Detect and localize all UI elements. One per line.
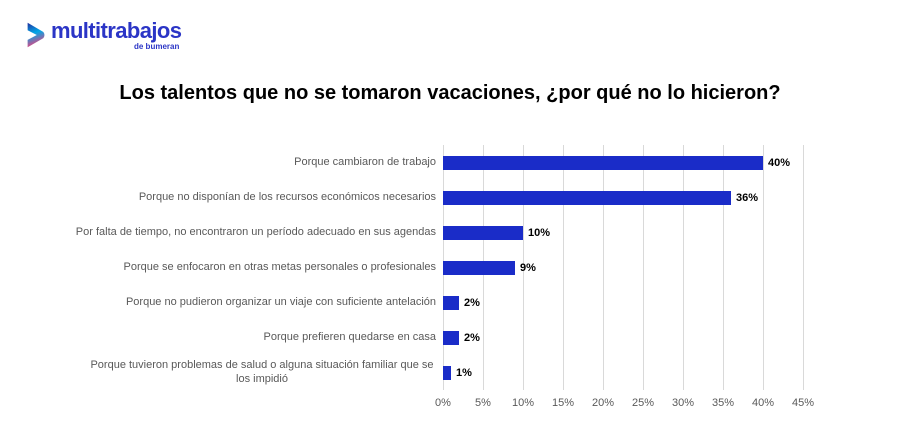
x-tick-label: 40% [751, 397, 775, 409]
category-label: Porque se enfocaron en otras metas perso… [123, 260, 436, 273]
chevron-arrow-icon [27, 22, 45, 48]
x-tick-label: 0% [435, 397, 451, 409]
x-axis: 0% 5% 10% 15% 20% 25% 30% 35% 40% 45% [435, 397, 814, 413]
gridline [763, 145, 764, 390]
bar [443, 365, 451, 380]
bar-track: 40% [443, 155, 791, 170]
value-label: 1% [456, 366, 472, 379]
bar [443, 295, 459, 310]
x-tick-label: 20% [591, 397, 615, 409]
bar-row: Porque no pudieron organizar un viaje co… [0, 285, 900, 320]
bar-track: 2% [443, 295, 480, 310]
value-label: 2% [464, 331, 480, 344]
bar [443, 190, 731, 205]
bar [443, 225, 523, 240]
category-label: Porque no disponían de los recursos econ… [138, 190, 436, 203]
gridline [523, 145, 524, 390]
bar-row: Porque no disponían de los recursos econ… [0, 180, 900, 215]
x-tick-label: 35% [711, 397, 735, 409]
value-label: 2% [464, 296, 480, 309]
bar-row: Porque se enfocaron en otras metas perso… [0, 250, 900, 285]
value-label: 10% [528, 226, 551, 239]
brand-name: multitrabajos [51, 18, 182, 43]
category-label: Porque tuvieron problemas de salud o alg… [90, 358, 434, 385]
bar-row: Por falta de tiempo, no encontraron un p… [0, 215, 900, 250]
gridline [563, 145, 564, 390]
gridline [723, 145, 724, 390]
x-tick-label: 25% [631, 397, 655, 409]
bar [443, 155, 763, 170]
bar-row: Porque prefieren quedarse en casa 2% [0, 320, 900, 355]
value-label: 40% [768, 156, 791, 169]
bar-track: 2% [443, 330, 480, 345]
x-tick-label: 45% [791, 397, 815, 409]
category-label: Porque prefieren quedarse en casa [263, 330, 436, 343]
gridline [683, 145, 684, 390]
x-tick-label: 10% [511, 397, 535, 409]
category-label: Porque cambiaron de trabajo [294, 155, 436, 168]
gridline [603, 145, 604, 390]
chart-title: Los talentos que no se tomaron vacacione… [119, 82, 781, 104]
category-label: Por falta de tiempo, no encontraron un p… [75, 225, 436, 238]
category-label: Porque no pudieron organizar un viaje co… [125, 295, 436, 308]
logo: multitrabajos de bumeran [25, 18, 182, 51]
bar [443, 260, 515, 275]
gridline [643, 145, 644, 390]
gridline [803, 145, 804, 390]
bar-row: Porque cambiaron de trabajo 40% [0, 145, 900, 180]
bar-track: 36% [443, 190, 759, 205]
brand-subtitle: de bumeran [134, 42, 180, 51]
bar-track: 9% [443, 260, 536, 275]
value-label: 9% [520, 261, 536, 274]
bar-rows: Porque cambiaron de trabajo 40% Porque no … [0, 145, 900, 390]
bar-track: 1% [443, 365, 472, 380]
value-label: 36% [736, 191, 759, 204]
x-tick-label: 15% [551, 397, 575, 409]
bar-track: 10% [443, 225, 551, 240]
bar-chart: Porque cambiaron de trabajo 40% Porque no … [0, 145, 900, 415]
x-tick-label: 5% [475, 397, 491, 409]
bar [443, 330, 459, 345]
x-tick-label: 30% [671, 397, 695, 409]
bar-row: Porque tuvieron problemas de salud o alg… [0, 355, 900, 390]
